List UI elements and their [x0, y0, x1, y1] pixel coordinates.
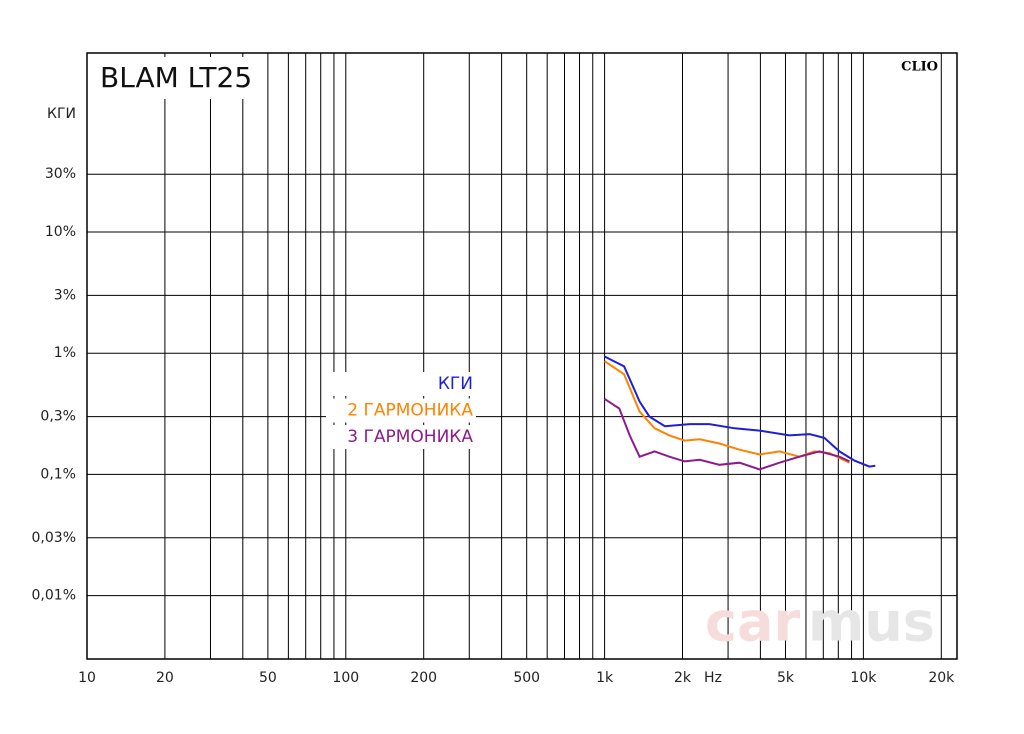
y-tick-label: 0,1% — [40, 466, 76, 482]
series-line — [604, 355, 876, 468]
brand: CLIO — [901, 60, 938, 75]
x-tick-label: 20k — [928, 670, 955, 686]
x-tick-label: 100 — [332, 670, 359, 686]
y-tick-label: 30% — [45, 166, 76, 182]
x-tick-label: 20 — [156, 670, 174, 686]
series-line — [604, 398, 850, 471]
y-tick-label: 10% — [45, 224, 76, 240]
x-tick-label: 5k — [777, 670, 795, 686]
series-line — [604, 360, 850, 464]
legend-label: 3 ГАРМОНИКА — [347, 427, 473, 447]
legend-bg — [326, 372, 476, 396]
x-tick-label: 50 — [259, 670, 277, 686]
y-tick-label: 0,03% — [32, 530, 76, 546]
watermark: mus — [808, 591, 935, 654]
x-tick-label: 1k — [596, 670, 614, 686]
x-tick-label: 200 — [410, 670, 437, 686]
legend-bg — [326, 398, 476, 423]
x-tick-label: 500 — [513, 670, 540, 686]
title-box — [92, 57, 264, 99]
chart-title: BLAM LT25 — [100, 61, 252, 94]
legend-bg — [326, 425, 476, 449]
y-tick-label: 0,01% — [32, 588, 76, 604]
watermark: car — [705, 591, 800, 654]
x-tick-label: 2k — [674, 670, 692, 686]
plot-frame — [86, 52, 958, 660]
y-axis-label: КГИ — [47, 106, 76, 122]
x-tick-label: 10k — [850, 670, 877, 686]
legend-label: КГИ — [438, 374, 473, 394]
y-tick-label: 1% — [54, 345, 76, 361]
x-tick-label: 10 — [78, 670, 96, 686]
x-unit: Hz — [704, 670, 722, 686]
y-tick-label: 0,3% — [40, 409, 76, 425]
y-tick-label: 3% — [54, 287, 76, 303]
grid — [86, 53, 957, 659]
legend-label: 2 ГАРМОНИКА — [347, 401, 473, 421]
